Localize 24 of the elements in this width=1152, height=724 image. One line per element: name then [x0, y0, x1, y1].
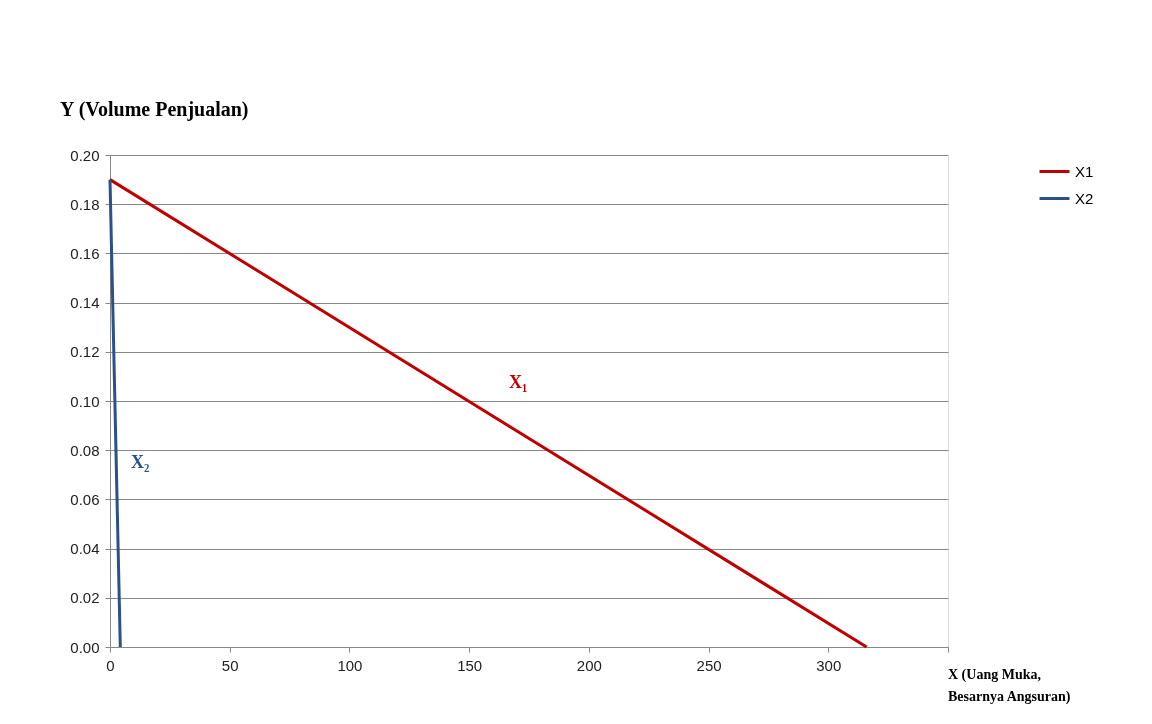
y-tick-label: 0.08	[70, 441, 100, 459]
y-tick-label: 0.20	[70, 146, 100, 164]
y-tick-label: 0.12	[70, 343, 100, 361]
x-tick-label: 150	[457, 656, 483, 674]
x-tick-label: 250	[696, 656, 722, 674]
x-tick-label: 0	[106, 656, 115, 674]
y-axis-title: Y (Volume Penjualan)	[60, 98, 249, 121]
y-tick-label: 0.10	[70, 392, 100, 410]
x-tick-label: 300	[816, 656, 842, 674]
y-tick-label: 0.18	[70, 195, 100, 213]
x-axis-title: X (Uang Muka, Besarnya Angsuran)	[948, 667, 1071, 705]
y-tick-label: 0.06	[70, 490, 100, 508]
annotation: X₂	[130, 452, 150, 473]
annotation: X₁	[509, 372, 528, 393]
legend-label: X2	[1075, 189, 1094, 207]
x-tick-label: 50	[221, 656, 239, 674]
y-tick-label: 0.02	[70, 589, 100, 607]
y-tick-label: 0.00	[70, 638, 100, 656]
x-tick-label: 200	[576, 656, 602, 674]
legend-label: X1	[1075, 162, 1094, 180]
x-tick-label: 100	[337, 656, 363, 674]
y-tick-label: 0.04	[70, 540, 100, 558]
y-tick-label: 0.16	[70, 244, 100, 262]
y-tick-label: 0.14	[70, 294, 100, 312]
